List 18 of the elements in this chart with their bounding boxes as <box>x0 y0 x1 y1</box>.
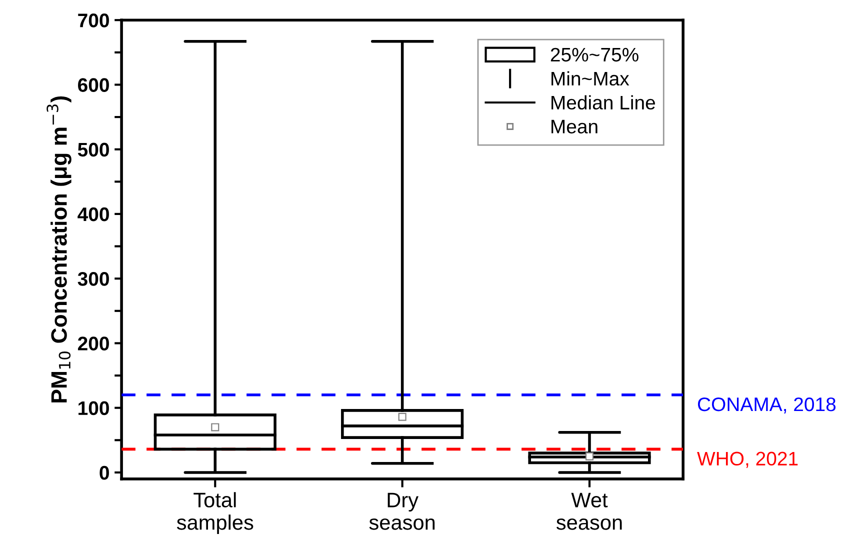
y-tick-label: 600 <box>78 78 109 92</box>
y-tick-label: 400 <box>78 207 109 222</box>
annotation: 25%~75% <box>550 48 638 62</box>
y-tick-label: 100 <box>78 401 109 416</box>
x-tick-label: Wet season <box>556 492 622 530</box>
y-tick-label: 300 <box>78 272 109 286</box>
y-tick-label: 0 <box>100 466 109 480</box>
annotation: Min~Max <box>552 71 630 86</box>
x-tick-label: Total samples <box>176 492 254 534</box>
ref-line-label: WHO, 2021 <box>697 452 798 468</box>
annotation: Median Line <box>552 95 656 110</box>
x-tick-label: Dry season <box>369 492 435 530</box>
ref-line-label: CONAMA, 2018 <box>698 397 836 414</box>
y-tick-label: 700 <box>78 14 109 28</box>
y-tick-label: 500 <box>78 142 109 157</box>
y-axis-title: PM$_{10}$ Concentration (μg m$^{−3}$) <box>46 96 72 402</box>
annotation: Mean <box>552 120 598 134</box>
y-tick-label: 200 <box>78 336 109 350</box>
